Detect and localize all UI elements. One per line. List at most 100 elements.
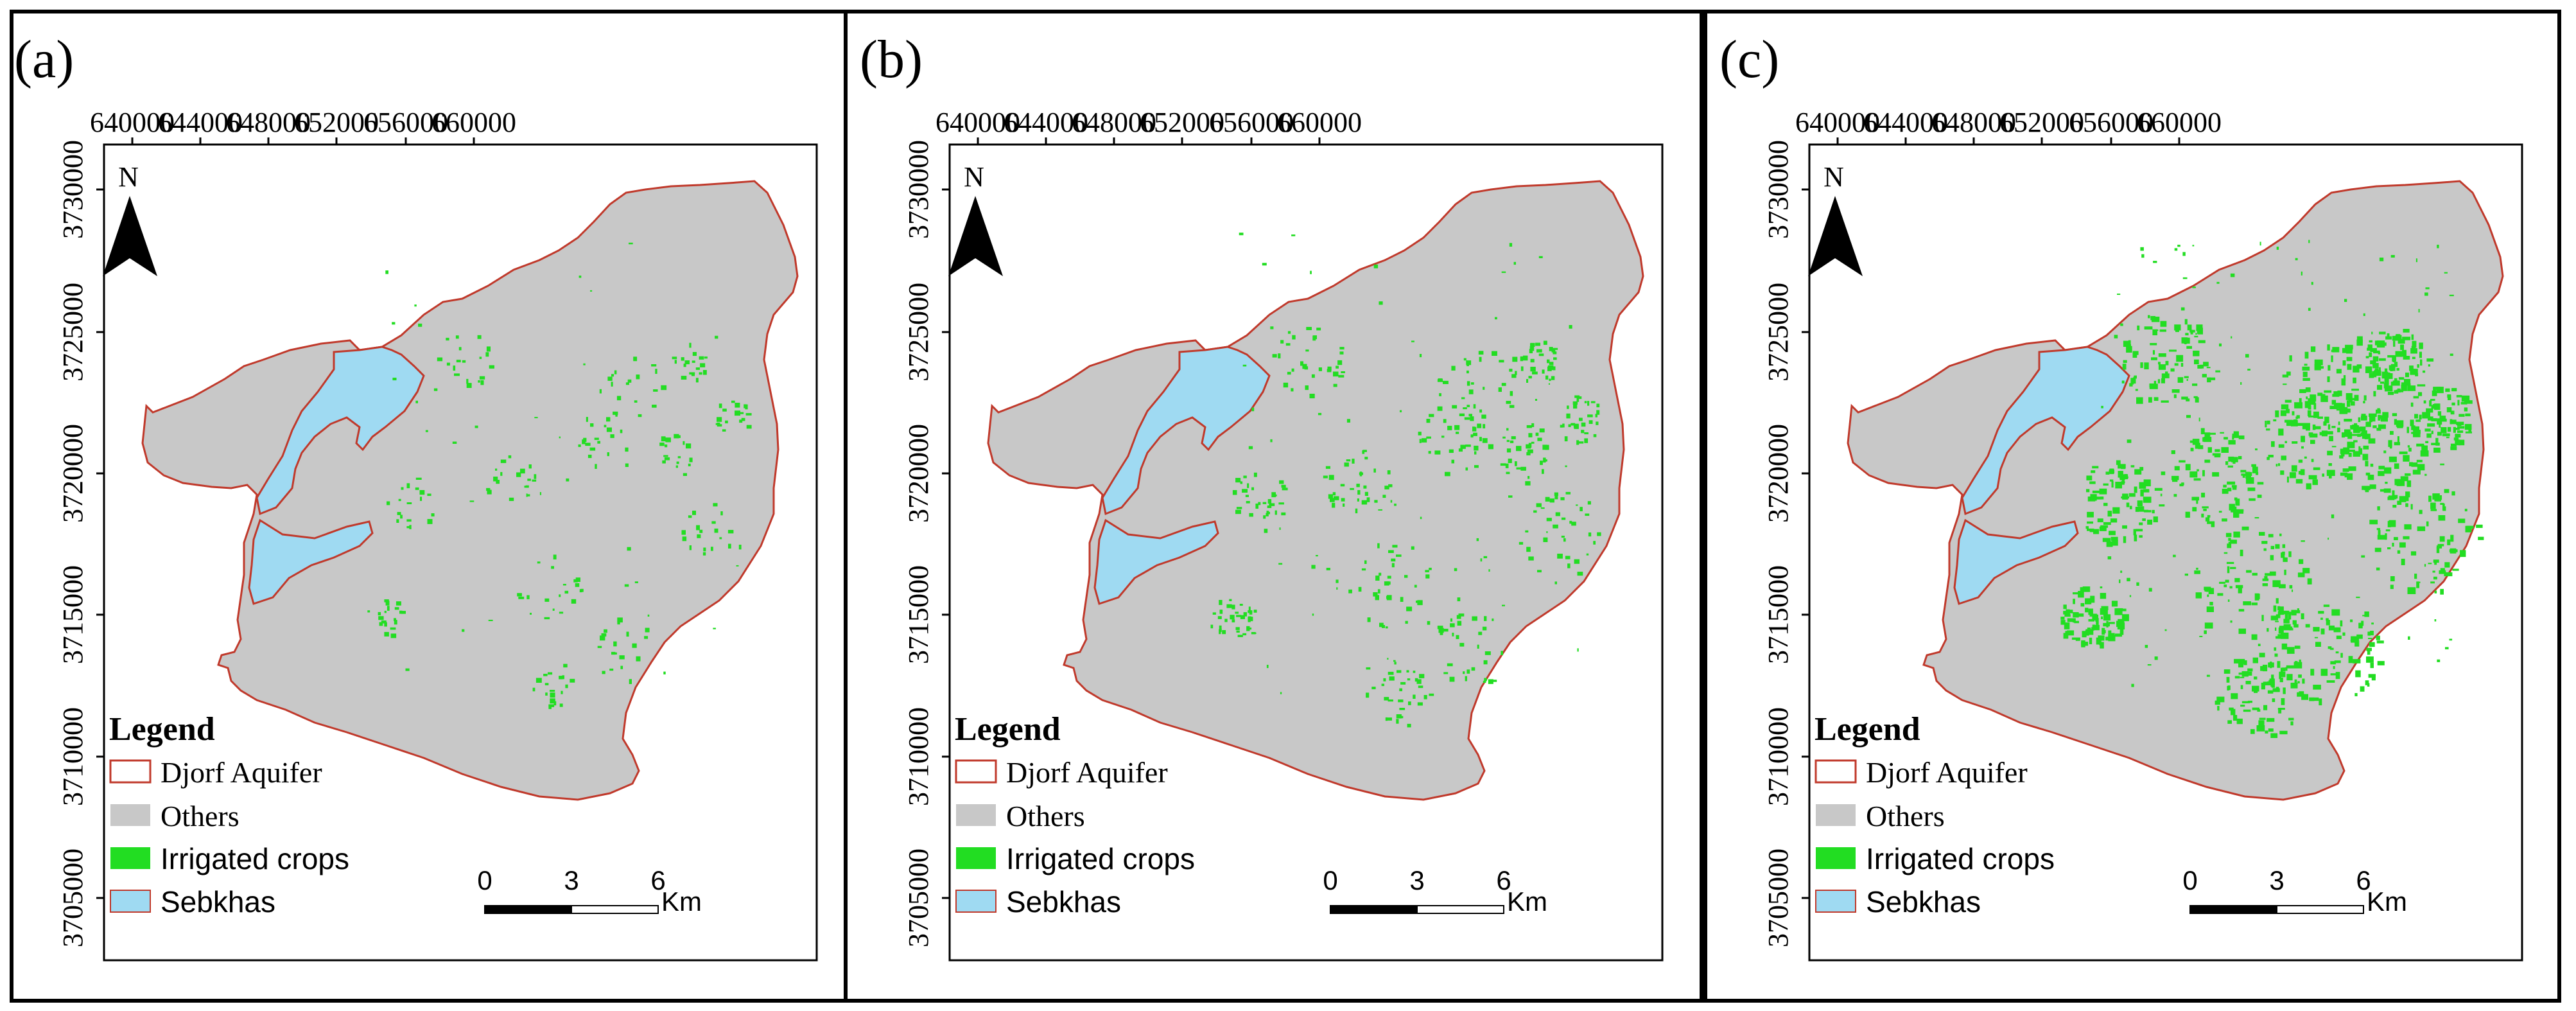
crop-patch — [2246, 671, 2252, 676]
crop-patch — [2277, 606, 2281, 611]
crop-patch — [2149, 383, 2158, 389]
crop-patch — [2086, 475, 2093, 480]
crop-patch — [2433, 559, 2439, 563]
crop-patch — [696, 525, 700, 531]
crop-patch — [2277, 661, 2281, 668]
crop-patch — [2357, 434, 2361, 437]
crop-patch — [1477, 644, 1479, 649]
crop-patch — [1549, 362, 1554, 365]
crop-patch — [2374, 340, 2380, 346]
crop-patch — [2208, 588, 2215, 594]
crop-patch — [1413, 694, 1416, 699]
crop-patch — [1543, 457, 1546, 463]
crop-patch — [1478, 351, 1484, 355]
scale-bar-label: 3 — [2269, 865, 2284, 895]
crop-patch — [1466, 360, 1472, 365]
crop-patch — [2376, 640, 2384, 644]
crop-patch — [2406, 480, 2412, 488]
crop-patch — [2347, 450, 2355, 452]
crop-patch — [2404, 524, 2412, 530]
crop-patch — [2231, 708, 2236, 716]
crop-patch — [2298, 459, 2303, 463]
crop-patch — [2332, 347, 2340, 353]
crop-patch — [2339, 407, 2348, 414]
crop-patch — [661, 385, 667, 391]
crop-patch — [597, 441, 600, 444]
crop-patch — [636, 656, 641, 662]
crop-patch — [2317, 416, 2323, 419]
crop-patch — [2440, 568, 2445, 574]
crop-patch — [2276, 464, 2278, 467]
crop-patch — [453, 365, 456, 371]
sebkha-north — [1101, 346, 1271, 516]
crop-patch — [2367, 347, 2372, 351]
crop-patch — [2174, 248, 2178, 251]
crop-patch — [2403, 497, 2409, 502]
crop-patch — [1397, 670, 1402, 673]
x-tick-label: 640000 — [1795, 107, 1880, 138]
crop-patch — [590, 290, 593, 292]
crop-patch — [2312, 479, 2318, 486]
crop-patch — [2433, 447, 2441, 453]
crop-patch — [627, 547, 631, 551]
crop-patch — [1266, 511, 1269, 514]
crop-patch — [2139, 522, 2143, 525]
crop-patch — [2368, 674, 2376, 678]
crop-patch — [1509, 405, 1515, 409]
crop-patch — [1235, 478, 1241, 483]
crop-patch — [594, 437, 599, 440]
crop-patch — [2087, 511, 2094, 518]
crop-patch — [485, 352, 489, 357]
crop-patch — [2103, 522, 2111, 525]
crop-patch — [2428, 563, 2432, 565]
crop-patch — [1479, 356, 1482, 362]
crop-patch — [2269, 678, 2275, 685]
crop-patch — [613, 641, 617, 647]
crop-patch — [1491, 680, 1497, 682]
crop-patch — [2415, 373, 2419, 376]
crop-patch — [378, 616, 384, 620]
crop-patch — [2450, 548, 2457, 554]
crop-patch — [2279, 730, 2288, 735]
crop-patch — [2202, 506, 2209, 509]
crop-patch — [2275, 627, 2277, 631]
crop-patch — [2379, 331, 2386, 335]
crop-patch — [2298, 674, 2302, 678]
crop-patch — [2184, 376, 2189, 378]
crop-patch — [655, 369, 657, 374]
crop-patch — [1399, 688, 1402, 692]
crop-patch — [2241, 473, 2246, 476]
crop-patch — [1270, 439, 1273, 443]
crop-patch — [1502, 604, 1505, 606]
crop-patch — [2208, 432, 2216, 435]
crop-patch — [2411, 462, 2418, 467]
crop-patch — [1367, 617, 1371, 622]
crop-patch — [2254, 517, 2259, 519]
crop-patch — [2197, 328, 2203, 335]
crop-patch — [634, 581, 638, 583]
crop-patch — [2390, 431, 2394, 435]
crop-patch — [2440, 588, 2444, 595]
crop-patch — [611, 382, 613, 387]
crop-patch — [452, 441, 457, 444]
crop-patch — [1545, 497, 1550, 502]
crop-patch — [425, 430, 428, 432]
crop-patch — [2340, 448, 2344, 454]
crop-patch — [2387, 333, 2390, 337]
crop-patch — [2109, 479, 2114, 482]
irrigated-crops — [1210, 233, 1601, 728]
crop-patch — [1407, 723, 1411, 728]
crop-patch — [1596, 403, 1600, 408]
crop-patch — [1500, 463, 1506, 466]
crop-patch — [1567, 563, 1571, 568]
crop-patch — [1483, 387, 1485, 390]
crop-patch — [1332, 502, 1336, 508]
crop-patch — [2242, 475, 2245, 478]
djorf-aquifer-area — [1847, 180, 2504, 801]
crop-patch — [2107, 511, 2112, 517]
crop-patch — [2388, 440, 2392, 447]
crop-patch — [2179, 484, 2184, 487]
crop-patch — [2307, 578, 2312, 585]
crop-patch — [1387, 658, 1389, 660]
